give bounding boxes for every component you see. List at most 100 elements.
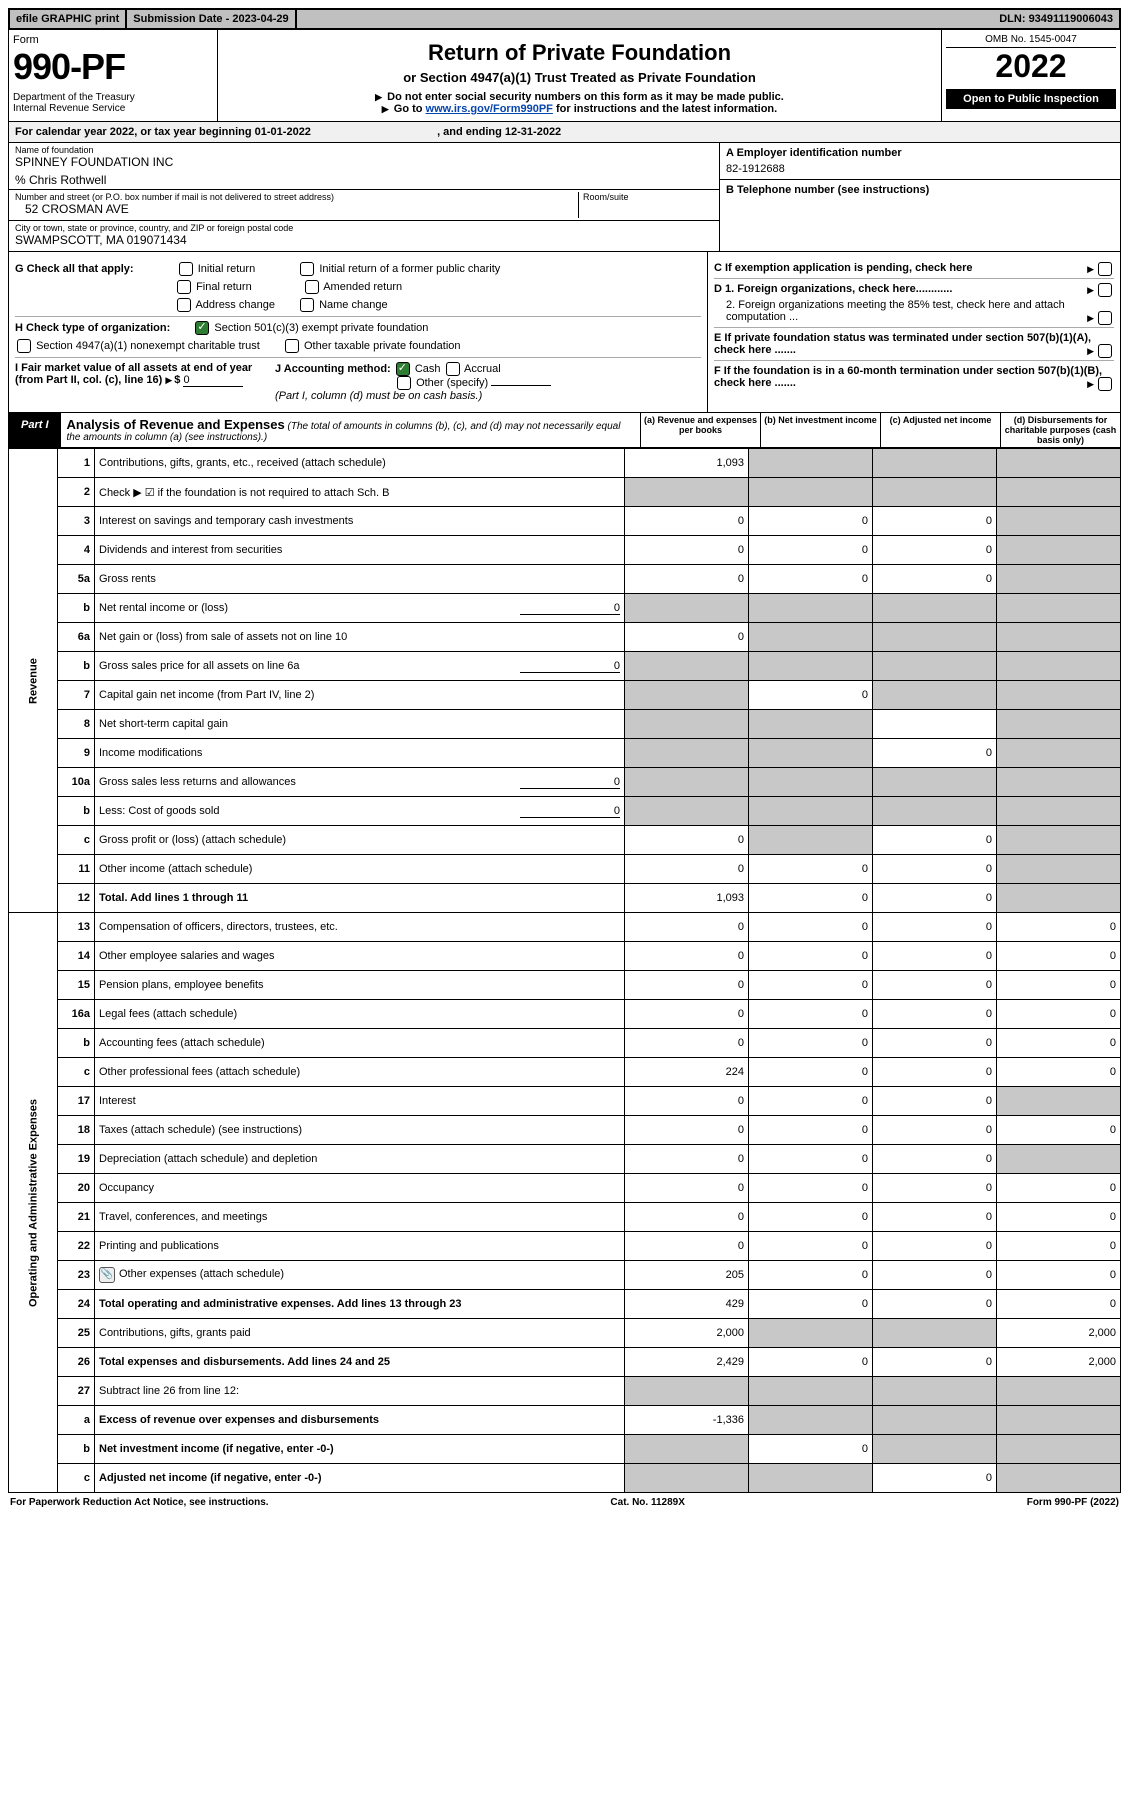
checkbox-final-return[interactable] <box>177 280 191 294</box>
checkbox-address-change[interactable] <box>177 298 191 312</box>
cell-c: 0 <box>873 826 997 855</box>
cell-c: 0 <box>873 739 997 768</box>
checkbox-cash[interactable] <box>396 362 410 376</box>
line-number: b <box>58 594 95 623</box>
checkbox-4947a1[interactable] <box>17 339 31 353</box>
cell-a: -1,336 <box>625 1406 749 1435</box>
cell-a: 0 <box>625 1116 749 1145</box>
line-number: 27 <box>58 1377 95 1406</box>
cell-b <box>749 1406 873 1435</box>
table-row: 18Taxes (attach schedule) (see instructi… <box>9 1116 1121 1145</box>
table-row: 12Total. Add lines 1 through 111,09300 <box>9 884 1121 913</box>
cell-c: 0 <box>873 913 997 942</box>
line-number: b <box>58 1435 95 1464</box>
table-row: cGross profit or (loss) (attach schedule… <box>9 826 1121 855</box>
cell-b: 0 <box>749 507 873 536</box>
cell-c <box>873 681 997 710</box>
checkbox-other-taxable[interactable] <box>285 339 299 353</box>
cell-d <box>997 1464 1121 1493</box>
line-number: b <box>58 797 95 826</box>
table-row: 5aGross rents000 <box>9 565 1121 594</box>
cell-b: 0 <box>749 1261 873 1290</box>
cell-b: 0 <box>749 1203 873 1232</box>
submission-date: Submission Date - 2023-04-29 <box>127 10 296 28</box>
checkbox-accrual[interactable] <box>446 362 460 376</box>
cell-d <box>997 623 1121 652</box>
street-cell: Number and street (or P.O. box number if… <box>9 190 719 221</box>
attachment-icon[interactable]: 📎 <box>99 1267 115 1283</box>
cell-d <box>997 768 1121 797</box>
table-row: bNet rental income or (loss) 0 <box>9 594 1121 623</box>
instructions-link[interactable]: www.irs.gov/Form990PF <box>426 103 553 115</box>
header-right: OMB No. 1545-0047 2022 Open to Public In… <box>941 30 1120 121</box>
cell-c: 0 <box>873 1290 997 1319</box>
cell-c: 0 <box>873 1058 997 1087</box>
checks-area: G Check all that apply: Initial return I… <box>8 252 1121 413</box>
line-desc: Legal fees (attach schedule) <box>95 1000 625 1029</box>
checkbox-name-change[interactable] <box>300 298 314 312</box>
cell-d: 0 <box>997 1290 1121 1319</box>
cell-c: 0 <box>873 1261 997 1290</box>
line-number: b <box>58 1029 95 1058</box>
cell-d <box>997 826 1121 855</box>
expenses-side-label: Operating and Administrative Expenses <box>9 913 58 1493</box>
cell-d <box>997 855 1121 884</box>
fmv-value: 0 <box>183 374 243 387</box>
efile-print-label[interactable]: efile GRAPHIC print <box>10 10 127 28</box>
cell-c <box>873 797 997 826</box>
cell-d: 2,000 <box>997 1348 1121 1377</box>
checkbox-c[interactable] <box>1098 262 1112 276</box>
line-desc: Excess of revenue over expenses and disb… <box>95 1406 625 1435</box>
cell-c: 0 <box>873 942 997 971</box>
col-d-head: (d) Disbursements for charitable purpose… <box>1000 413 1120 447</box>
line-number: 15 <box>58 971 95 1000</box>
checkbox-d2[interactable] <box>1098 311 1112 325</box>
cell-d: 0 <box>997 1232 1121 1261</box>
cell-c <box>873 1377 997 1406</box>
cell-c: 0 <box>873 1174 997 1203</box>
line-desc: Net rental income or (loss) 0 <box>95 594 625 623</box>
cell-a <box>625 1464 749 1493</box>
checkbox-other-method[interactable] <box>397 376 411 390</box>
line-number: 23 <box>58 1261 95 1290</box>
cell-a: 0 <box>625 507 749 536</box>
table-row: bLess: Cost of goods sold 0 <box>9 797 1121 826</box>
cell-b: 0 <box>749 913 873 942</box>
cell-c <box>873 1319 997 1348</box>
footer-form: Form 990-PF (2022) <box>1027 1497 1119 1508</box>
cell-b: 0 <box>749 565 873 594</box>
cell-c <box>873 768 997 797</box>
line-number: 10a <box>58 768 95 797</box>
table-row: bAccounting fees (attach schedule)0000 <box>9 1029 1121 1058</box>
cell-a: 0 <box>625 913 749 942</box>
cell-b: 0 <box>749 1087 873 1116</box>
cell-b <box>749 768 873 797</box>
table-row: aExcess of revenue over expenses and dis… <box>9 1406 1121 1435</box>
line-desc: Contributions, gifts, grants, etc., rece… <box>95 449 625 478</box>
top-bar: efile GRAPHIC print Submission Date - 20… <box>8 8 1121 30</box>
cell-c <box>873 594 997 623</box>
checkbox-amended[interactable] <box>305 280 319 294</box>
line-number: 16a <box>58 1000 95 1029</box>
cell-a: 1,093 <box>625 884 749 913</box>
checkbox-f[interactable] <box>1098 377 1112 391</box>
line-number: 13 <box>58 913 95 942</box>
line-desc: Other employee salaries and wages <box>95 942 625 971</box>
checkbox-501c3[interactable] <box>195 321 209 335</box>
checkbox-e[interactable] <box>1098 344 1112 358</box>
cell-b: 0 <box>749 1174 873 1203</box>
checkbox-initial-former[interactable] <box>300 262 314 276</box>
line-desc: Total expenses and disbursements. Add li… <box>95 1348 625 1377</box>
cell-b: 0 <box>749 884 873 913</box>
cell-d <box>997 884 1121 913</box>
line-number: 19 <box>58 1145 95 1174</box>
part1-label: Part I <box>9 413 61 447</box>
cell-d <box>997 681 1121 710</box>
table-row: 27Subtract line 26 from line 12: <box>9 1377 1121 1406</box>
checkbox-d1[interactable] <box>1098 283 1112 297</box>
cell-b <box>749 1377 873 1406</box>
cell-a <box>625 797 749 826</box>
checkbox-initial-return[interactable] <box>179 262 193 276</box>
line-number: 26 <box>58 1348 95 1377</box>
cell-b <box>749 739 873 768</box>
